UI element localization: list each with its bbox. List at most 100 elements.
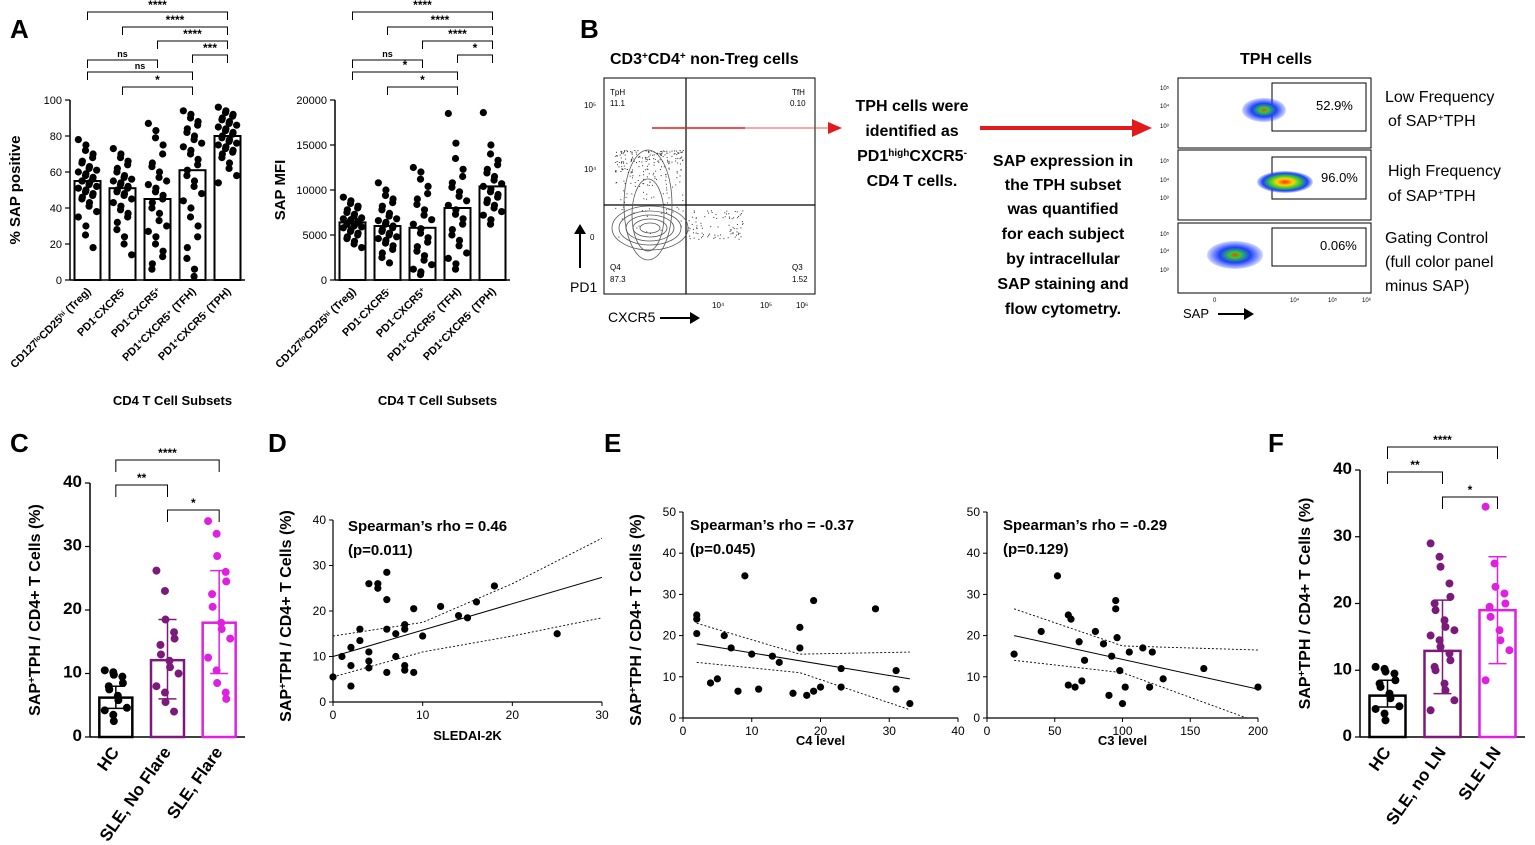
event-dot (680, 220, 682, 222)
event-dot (639, 185, 641, 187)
data-point (81, 172, 90, 180)
data-point (128, 251, 136, 259)
event-dot (673, 153, 675, 155)
data-point (194, 161, 202, 169)
event-dot (644, 158, 646, 160)
event-dot (659, 159, 661, 161)
event-dot (715, 214, 717, 216)
event-dot (672, 211, 674, 213)
y-axis-label: % SAP positive (7, 136, 24, 245)
significance-bracket (352, 71, 458, 80)
event-dot (630, 161, 632, 163)
data-point (416, 229, 425, 237)
data-point (1450, 696, 1459, 705)
event-dot (657, 153, 659, 155)
data-point (194, 155, 202, 163)
data-point (226, 634, 235, 643)
sap-axis-label: SAP (1183, 306, 1209, 321)
event-dot (676, 162, 678, 164)
x-tick-label: 20 (506, 708, 520, 722)
quadrant-q3-value: 1.52 (792, 275, 808, 284)
event-dot (615, 155, 617, 157)
data-point (892, 685, 900, 693)
svg-text:PD1highCXCR5-: PD1highCXCR5- (857, 148, 967, 166)
data-point (85, 164, 93, 172)
event-dot (700, 225, 702, 227)
event-dot (634, 185, 636, 187)
data-point (720, 632, 728, 640)
svg-text:10³: 10³ (1160, 124, 1169, 130)
data-point (120, 191, 128, 199)
data-point (81, 188, 90, 196)
data-point (383, 668, 391, 677)
event-dot (648, 156, 650, 158)
data-point (160, 688, 169, 697)
event-dot (616, 155, 618, 157)
event-dot (631, 159, 633, 161)
data-point (409, 220, 417, 228)
event-dot (695, 232, 697, 234)
data-point (233, 172, 241, 180)
event-dot (621, 209, 623, 211)
data-point (1426, 539, 1435, 548)
event-dot (693, 237, 695, 239)
svg-text:10⁶: 10⁶ (1362, 297, 1372, 304)
event-dot (742, 210, 744, 212)
y-tick-label: 20 (313, 604, 327, 618)
data-point (148, 204, 156, 212)
flow-event-dots (615, 150, 744, 240)
event-dot (719, 238, 721, 240)
significance-bracket (115, 484, 168, 497)
data-point (1064, 681, 1072, 689)
svg-text:of SAP+TPH: of SAP+TPH (1388, 188, 1476, 206)
data-point (339, 193, 347, 201)
data-point (85, 181, 93, 189)
data-point (225, 119, 233, 127)
event-dot (675, 150, 677, 152)
significance-label: **** (1433, 433, 1452, 447)
y-tick-label: 0 (973, 711, 980, 725)
event-dot (661, 150, 663, 152)
category-label: SLE LN (1455, 743, 1505, 803)
svg-text:10³: 10³ (1160, 196, 1169, 202)
significance-label: * (191, 496, 196, 510)
x-tick-label: 40 (951, 724, 965, 738)
data-point (204, 653, 213, 662)
data-point (221, 688, 230, 697)
data-point (1445, 649, 1454, 658)
data-point (1091, 627, 1099, 636)
event-dot (646, 231, 648, 233)
data-point (1445, 579, 1454, 588)
data-point (152, 127, 160, 135)
event-dot (654, 158, 656, 160)
event-dot (646, 168, 648, 170)
data-point (1112, 605, 1120, 613)
event-dot (679, 163, 681, 165)
data-point (190, 272, 198, 280)
data-point (401, 625, 409, 633)
event-dot (618, 236, 620, 238)
event-dot (633, 212, 635, 214)
data-point (190, 177, 199, 185)
contour-plot (611, 149, 689, 261)
data-point (100, 666, 109, 675)
gate-pct-low: 52.9% (1316, 98, 1353, 113)
event-dot (676, 172, 678, 174)
event-dot (630, 172, 632, 174)
event-dot (624, 150, 626, 152)
data-point (229, 130, 237, 138)
data-point (354, 204, 362, 212)
y-tick-label: 10 (313, 650, 327, 664)
event-dot (675, 160, 677, 162)
sap-arrow-head (1244, 308, 1254, 320)
event-dot (638, 156, 640, 158)
quadrant-q3-label: Q3 (792, 263, 803, 272)
sap-plot-control: 0.06% (1177, 222, 1372, 294)
significance-label: * (1468, 483, 1473, 497)
event-dot (621, 151, 623, 153)
data-point (810, 596, 818, 605)
y-tick-label: 60 (50, 167, 62, 179)
data-point (452, 139, 460, 147)
event-dot (708, 212, 710, 214)
data-point (1371, 704, 1380, 713)
